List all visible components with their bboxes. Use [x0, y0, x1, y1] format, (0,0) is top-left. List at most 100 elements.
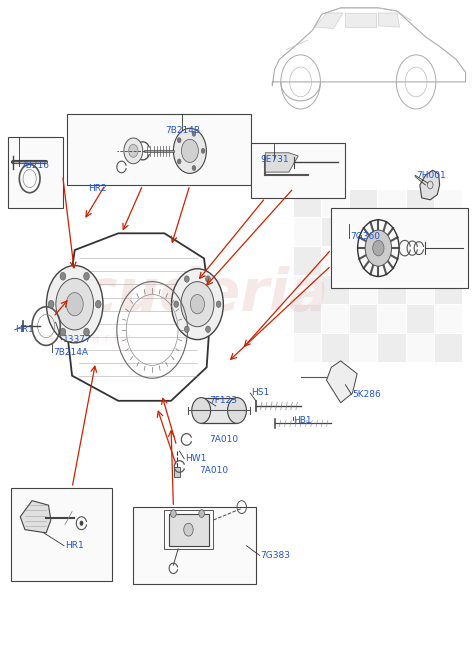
Bar [67, 114, 251, 185]
Polygon shape [315, 13, 343, 28]
Bar [350, 248, 377, 275]
Circle shape [206, 276, 210, 282]
Bar [9, 137, 63, 208]
Bar [378, 248, 406, 275]
Bar [293, 305, 321, 333]
Circle shape [171, 510, 176, 518]
Text: 7A010: 7A010 [209, 435, 238, 444]
Circle shape [172, 269, 223, 340]
Bar [322, 334, 349, 362]
Bar [201, 398, 237, 423]
Circle shape [192, 131, 196, 137]
Bar [322, 190, 349, 217]
Bar [435, 276, 462, 304]
Circle shape [60, 272, 66, 280]
Bar [164, 510, 213, 549]
Bar [407, 276, 434, 304]
Bar [378, 334, 406, 362]
Polygon shape [378, 13, 400, 27]
Bar [407, 219, 434, 247]
Bar [174, 466, 180, 477]
Bar [435, 190, 462, 217]
Bar [378, 219, 406, 247]
Circle shape [184, 276, 189, 282]
Circle shape [182, 139, 198, 162]
Bar [322, 276, 349, 304]
Bar [378, 190, 406, 217]
Bar [293, 248, 321, 275]
Circle shape [174, 301, 179, 307]
Polygon shape [346, 13, 376, 27]
Bar [293, 334, 321, 362]
Text: 7F123: 7F123 [209, 397, 237, 405]
Circle shape [181, 281, 214, 327]
Bar [350, 276, 377, 304]
Text: 7G360: 7G360 [350, 232, 380, 241]
Bar [378, 276, 406, 304]
Text: 7H001: 7H001 [416, 171, 446, 180]
Circle shape [228, 398, 246, 423]
Circle shape [201, 148, 205, 153]
Bar [350, 334, 377, 362]
Text: HW1: HW1 [185, 454, 207, 463]
Circle shape [56, 278, 93, 330]
Bar [407, 190, 434, 217]
Circle shape [184, 523, 193, 536]
Circle shape [177, 159, 181, 164]
Circle shape [95, 300, 101, 308]
Bar [293, 190, 321, 217]
Bar [322, 219, 349, 247]
Text: HR1: HR1 [65, 542, 84, 550]
Circle shape [365, 230, 392, 266]
Circle shape [173, 128, 206, 173]
Bar [378, 305, 406, 333]
Bar [435, 305, 462, 333]
Text: HS1: HS1 [251, 388, 269, 397]
Bar [331, 208, 468, 288]
Text: 7B214B: 7B214B [165, 126, 201, 135]
Text: 9E731: 9E731 [260, 155, 289, 164]
Text: 7B214A: 7B214A [53, 348, 88, 357]
Circle shape [191, 294, 204, 314]
Bar [435, 248, 462, 275]
Circle shape [48, 300, 54, 308]
Bar [11, 488, 112, 581]
Text: HR1: HR1 [16, 325, 34, 334]
Polygon shape [20, 501, 51, 533]
Circle shape [192, 166, 196, 171]
Bar [350, 219, 377, 247]
Circle shape [84, 328, 89, 336]
Circle shape [84, 272, 89, 280]
Bar [322, 305, 349, 333]
Text: 5K286: 5K286 [353, 390, 381, 399]
Bar [407, 305, 434, 333]
Bar [322, 248, 349, 275]
Circle shape [177, 138, 181, 143]
Text: c a r   p a r t s: c a r p a r t s [35, 332, 132, 346]
Text: HB1: HB1 [293, 415, 312, 424]
Circle shape [199, 510, 204, 518]
Circle shape [206, 326, 210, 333]
Bar [350, 305, 377, 333]
Circle shape [373, 241, 384, 256]
Bar [407, 248, 434, 275]
Bar [133, 507, 256, 584]
Text: 7B216: 7B216 [20, 161, 49, 170]
Circle shape [192, 398, 210, 423]
Circle shape [60, 328, 66, 336]
Polygon shape [327, 361, 357, 402]
Polygon shape [420, 170, 439, 200]
Text: HR2: HR2 [89, 184, 107, 193]
Circle shape [46, 265, 103, 343]
Circle shape [80, 521, 83, 526]
Circle shape [128, 144, 138, 157]
Circle shape [124, 138, 143, 164]
Bar [293, 276, 321, 304]
Bar [169, 514, 209, 546]
Bar [435, 334, 462, 362]
Polygon shape [265, 153, 298, 172]
Circle shape [216, 301, 221, 307]
Circle shape [184, 326, 189, 333]
Bar [251, 143, 346, 198]
Bar [435, 219, 462, 247]
